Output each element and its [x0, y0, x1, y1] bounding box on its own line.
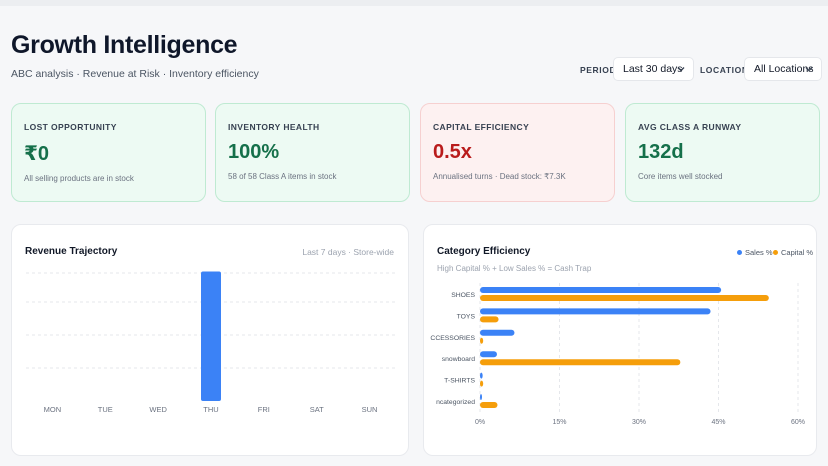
category-label: TOYS [457, 313, 476, 320]
kpi-card-capital-efficiency: CAPITAL EFFICIENCY 0.5x Annualised turns… [420, 103, 615, 202]
sales-bar [480, 372, 483, 379]
kpi-note: Core items well stocked [638, 172, 723, 181]
capital-bar [480, 402, 498, 408]
sales-bar [480, 329, 515, 336]
kpi-label: AVG CLASS A RUNWAY [638, 122, 742, 132]
location-label: LOCATION [700, 65, 749, 75]
kpi-note: 58 of 58 Class A items in stock [228, 172, 337, 181]
x-tick-label: 60% [791, 419, 805, 426]
kpi-note: All selling products are in stock [24, 174, 134, 183]
legend-capital: Capital % [773, 248, 813, 257]
kpi-value: 100% [228, 141, 280, 163]
kpi-card-class-a-runway: AVG CLASS A RUNWAY 132d Core items well … [625, 103, 820, 202]
x-tick-label: 45% [711, 419, 725, 426]
revenue-chart: MON TUE WED THU FRI SAT SUN [26, 271, 396, 414]
x-tick-label: THU [203, 405, 218, 414]
period-label: PERIOD [580, 65, 617, 75]
chevron-down-icon [805, 67, 813, 72]
revenue-bar-thu [201, 271, 221, 401]
revenue-panel-meta: Last 7 days · Store-wide [302, 247, 394, 257]
category-label: CCESSORIES [430, 335, 475, 342]
revenue-trajectory-panel: Revenue Trajectory Last 7 days · Store-w… [11, 224, 409, 456]
legend-sales: Sales % [737, 248, 773, 257]
legend-capital-label: Capital % [781, 248, 814, 257]
category-chart: 0% 15% 30% 45% 60% SHOES TOYS CCESSORIES snowboa… [430, 283, 805, 426]
sales-bar [480, 287, 722, 293]
kpi-label: CAPITAL EFFICIENCY [433, 122, 530, 132]
capital-bar [480, 380, 484, 387]
x-tick-label: FRI [258, 405, 270, 414]
kpi-label: LOST OPPORTUNITY [24, 122, 117, 132]
revenue-panel-title: Revenue Trajectory [25, 246, 118, 257]
kpi-card-lost-opportunity: LOST OPPORTUNITY ₹0 All selling products… [11, 103, 206, 202]
capital-bar [480, 295, 769, 301]
category-panel-subtitle: High Capital % + Low Sales % = Cash Trap [437, 264, 592, 273]
kpi-value: 132d [638, 141, 684, 163]
x-tick-label: SUN [362, 405, 378, 414]
kpi-note: Annualised turns · Dead stock: ₹7.3K [433, 172, 566, 181]
category-label: T-SHIRTS [444, 378, 475, 385]
x-tick-label: 0% [475, 419, 485, 426]
period-select[interactable]: Last 30 days [613, 57, 694, 81]
category-label: SHOES [451, 292, 475, 299]
legend-dot [773, 250, 778, 255]
capital-bar [480, 337, 484, 344]
page-title: Growth Intelligence [11, 31, 238, 59]
x-tick-label: TUE [98, 405, 113, 414]
kpi-card-inventory-health: INVENTORY HEALTH 100% 58 of 58 Class A i… [215, 103, 410, 202]
capital-bar [480, 359, 681, 366]
category-panel-title: Category Efficiency [437, 246, 531, 257]
top-strip [0, 0, 828, 6]
legend-dot [737, 250, 742, 255]
sales-bar [480, 308, 711, 315]
period-value: Last 30 days [623, 63, 683, 75]
location-value: All Locations [754, 63, 814, 75]
kpi-value: 0.5x [433, 141, 472, 163]
legend-sales-label: Sales % [745, 248, 773, 257]
category-label: snowboard [442, 356, 475, 363]
x-tick-label: SAT [310, 405, 324, 414]
kpi-value: ₹0 [24, 143, 50, 165]
sales-bar [480, 394, 482, 400]
x-tick-label: 30% [632, 419, 646, 426]
location-select[interactable]: All Locations [744, 57, 822, 81]
x-tick-label: WED [149, 405, 167, 414]
x-tick-label: 15% [552, 419, 566, 426]
capital-bar [480, 316, 499, 323]
category-label: ncategorized [436, 399, 475, 406]
chevron-down-icon [677, 67, 685, 72]
x-tick-label: MON [44, 405, 62, 414]
kpi-label: INVENTORY HEALTH [228, 122, 320, 132]
page-subtitle: ABC analysis · Revenue at Risk · Invento… [11, 68, 259, 80]
category-efficiency-panel: Category Efficiency High Capital % + Low… [423, 224, 817, 456]
sales-bar [480, 351, 497, 358]
